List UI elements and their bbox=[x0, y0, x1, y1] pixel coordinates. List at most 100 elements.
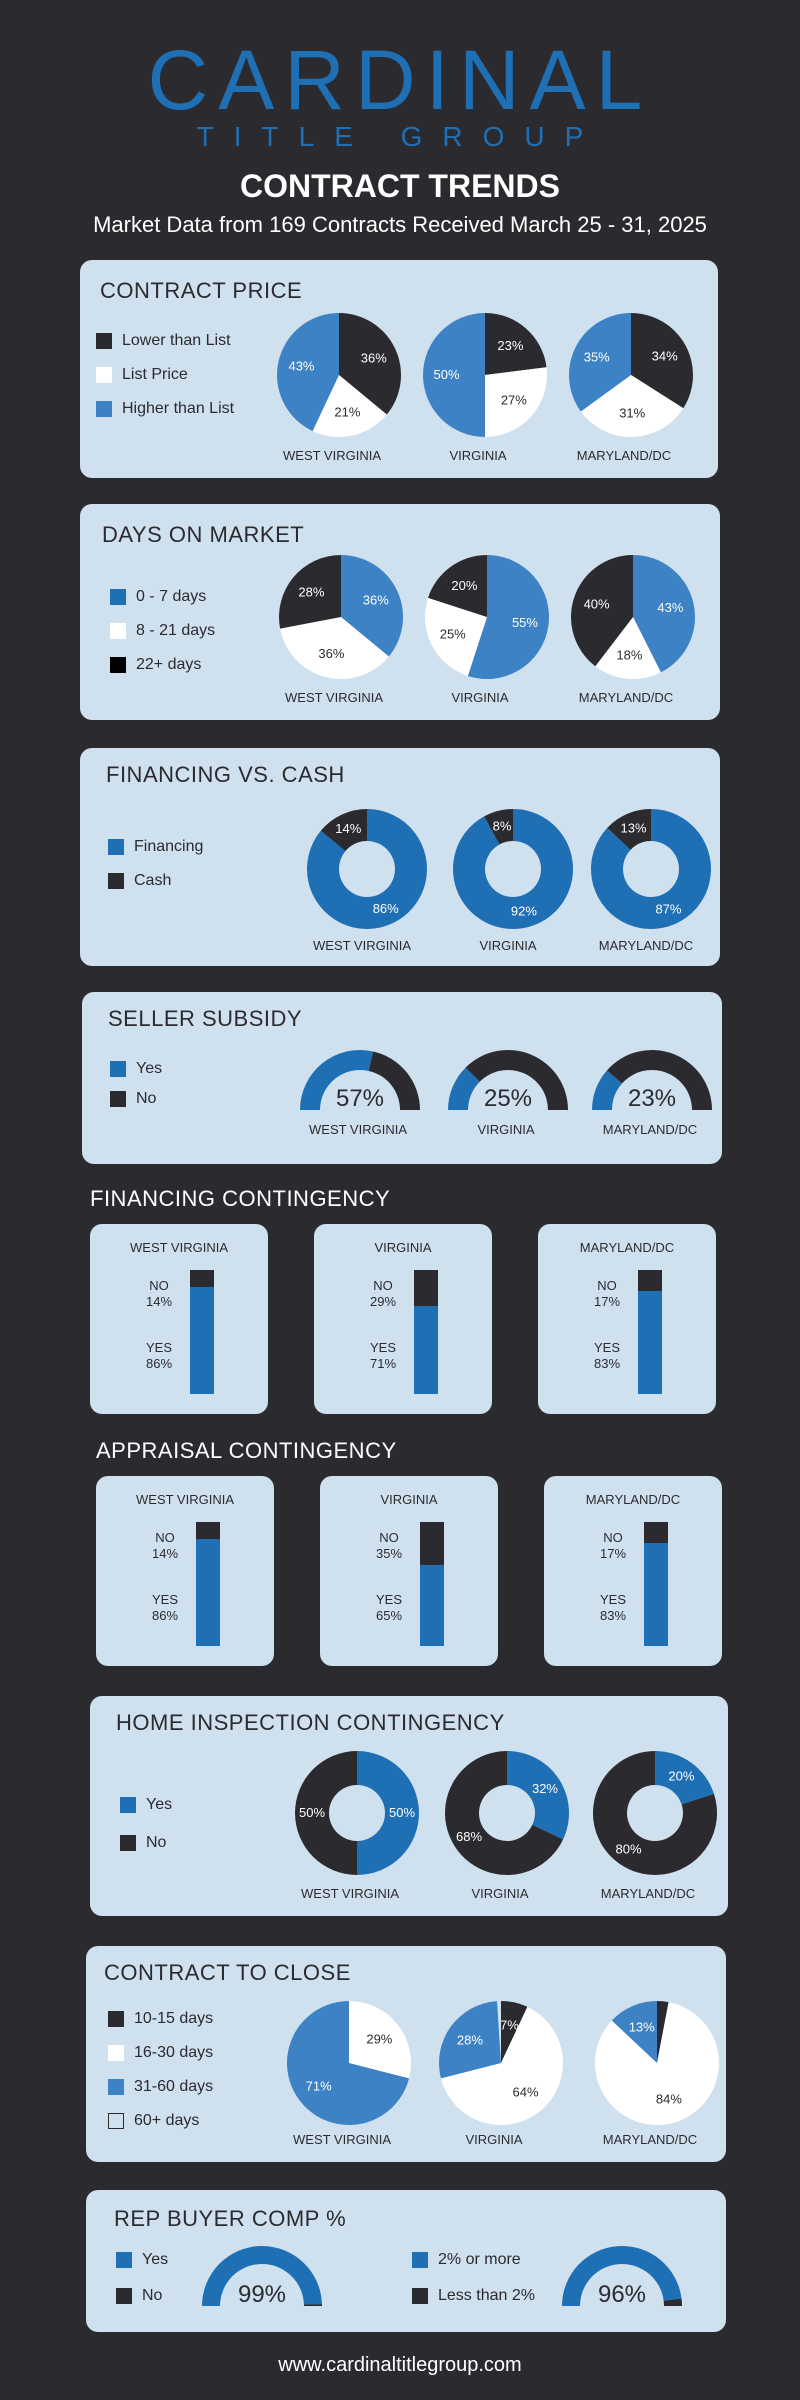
section-title: FINANCING CONTINGENCY bbox=[90, 1186, 391, 1211]
legend-item: Higher than List bbox=[96, 392, 234, 426]
chart-slice bbox=[655, 1751, 714, 1805]
chart-slice bbox=[631, 313, 693, 409]
bar-no-segment bbox=[644, 1522, 668, 1544]
yes-text: YES bbox=[369, 1340, 396, 1355]
footer-url[interactable]: www.cardinaltitlegroup.com bbox=[278, 2354, 522, 2376]
slice-label: 86% bbox=[373, 901, 399, 916]
no-label: NO 35% bbox=[364, 1530, 414, 1562]
swatch-white bbox=[110, 623, 126, 639]
slice-label: 20% bbox=[451, 578, 477, 593]
bar-yes-segment bbox=[638, 1291, 662, 1394]
page-title: CONTRACT TRENDS bbox=[240, 168, 560, 204]
gauge-value: 25% bbox=[484, 1085, 532, 1112]
region-label: VIRGINIA bbox=[449, 448, 507, 463]
gauge-rest bbox=[368, 1051, 420, 1110]
legend-label: 60+ days bbox=[134, 2112, 200, 2129]
no-value: 29% bbox=[369, 1294, 397, 1309]
region-label: WEST VIRGINIA bbox=[283, 448, 381, 463]
chart-slice bbox=[357, 1751, 419, 1875]
legend-item: 31-60 days bbox=[108, 2070, 213, 2104]
no-text: NO bbox=[155, 1530, 175, 1545]
bar-no-segment bbox=[414, 1270, 438, 1306]
chart-svg: 7% 64% 28% bbox=[439, 2001, 563, 2125]
slice-label: 87% bbox=[655, 901, 681, 916]
legend-label: Higher than List bbox=[122, 400, 235, 417]
yes-text: YES bbox=[599, 1592, 626, 1607]
legend: Yes No bbox=[120, 1786, 172, 1862]
swatch-blue bbox=[110, 1061, 126, 1077]
pie-chart: 23% 27% 50% bbox=[418, 308, 552, 447]
gauge-fill bbox=[202, 2245, 322, 2306]
chart-slice bbox=[287, 2001, 410, 2125]
brand-subtitle: TITLE GROUP bbox=[196, 121, 604, 152]
chart-svg: 92% 8% bbox=[453, 809, 573, 929]
chart-svg: 50% 50% bbox=[295, 1751, 419, 1875]
legend: Financing Cash bbox=[108, 830, 203, 898]
slice-label: 14% bbox=[335, 821, 361, 836]
chart-slice bbox=[497, 2001, 501, 2063]
region-label: MARYLAND/DC bbox=[578, 690, 674, 705]
legend: Yes No bbox=[116, 2242, 168, 2314]
yes-label: YES 83% bbox=[582, 1340, 632, 1372]
slice-label: 68% bbox=[456, 1829, 482, 1844]
gauge-fill bbox=[562, 2246, 682, 2306]
pie-chart: 34% 31% 35% bbox=[564, 308, 698, 447]
slice-label: 55% bbox=[512, 615, 538, 630]
chart-svg: 20% 80% bbox=[593, 1751, 717, 1875]
legend: Yes No bbox=[110, 1054, 162, 1114]
slice-label: 7% bbox=[500, 2017, 519, 2032]
legend: Lower than List List Price Higher than L… bbox=[96, 324, 234, 426]
legend-label: Yes bbox=[142, 2251, 169, 2268]
slice-label: 31% bbox=[619, 405, 645, 420]
swatch-white bbox=[108, 2045, 124, 2061]
slice-label: 28% bbox=[298, 584, 324, 599]
panel-title: CONTRACT PRICE bbox=[100, 278, 303, 303]
chart-slice bbox=[307, 809, 427, 929]
legend-item: 22+ days bbox=[110, 648, 215, 682]
yes-label: YES 86% bbox=[140, 1592, 190, 1624]
no-text: NO bbox=[373, 1278, 393, 1293]
contingency-card: WEST VIRGINIA NO 14% YES 86% bbox=[90, 1224, 268, 1414]
contingency-card: VIRGINIA NO 29% YES 71% bbox=[314, 1224, 492, 1414]
swatch-blue bbox=[412, 2252, 428, 2268]
slice-label: 13% bbox=[621, 821, 647, 836]
slice-label: 35% bbox=[584, 350, 610, 365]
card-title: MARYLAND/DC bbox=[585, 1492, 681, 1507]
legend-item: No bbox=[110, 1084, 162, 1114]
gauge-value: 23% bbox=[628, 1085, 676, 1112]
swatch-blue bbox=[108, 2079, 124, 2095]
seller-subsidy-panel: SELLER SUBSIDY Yes No 57% 25% 23% WEST V… bbox=[82, 992, 722, 1164]
panel-title: SELLER SUBSIDY bbox=[108, 1006, 303, 1031]
chart-slice bbox=[595, 617, 661, 679]
legend-label: List Price bbox=[122, 366, 188, 383]
chart-slice bbox=[657, 2001, 669, 2063]
slice-label: 50% bbox=[434, 367, 460, 382]
bar-yes-segment bbox=[420, 1565, 444, 1646]
legend-item: Yes bbox=[120, 1786, 172, 1824]
legend-item: 2% or more bbox=[412, 2242, 535, 2278]
swatch-dark bbox=[108, 873, 124, 889]
swatch-white bbox=[96, 367, 112, 383]
card-title: VIRGINIA bbox=[380, 1492, 438, 1507]
contingency-card: WEST VIRGINIA NO 14% YES 86% bbox=[96, 1476, 274, 1666]
swatch-blue bbox=[108, 839, 124, 855]
gauge-svg: 57% bbox=[300, 1050, 420, 1112]
donut-chart: 20% 80% bbox=[588, 1746, 722, 1885]
legend-item: 60+ days bbox=[108, 2104, 213, 2138]
chart-slice bbox=[485, 313, 547, 375]
chart-slice bbox=[485, 367, 547, 437]
chart-svg: 43% 18% 40% bbox=[571, 555, 695, 679]
region-label: WEST VIRGINIA bbox=[309, 1122, 407, 1137]
slice-label: 36% bbox=[318, 646, 344, 661]
region-label: VIRGINIA bbox=[465, 2132, 523, 2147]
legend-item: Less than 2% bbox=[412, 2278, 535, 2314]
no-text: NO bbox=[597, 1278, 617, 1293]
region-label: VIRGINIA bbox=[477, 1122, 535, 1137]
bar-no-segment bbox=[190, 1270, 214, 1288]
slice-label: 36% bbox=[361, 351, 387, 366]
pie-chart: 36% 21% 43% bbox=[272, 308, 406, 447]
no-text: NO bbox=[149, 1278, 169, 1293]
yes-value: 71% bbox=[369, 1356, 397, 1371]
chart-slice bbox=[339, 313, 401, 415]
swatch-outline bbox=[108, 2113, 124, 2129]
